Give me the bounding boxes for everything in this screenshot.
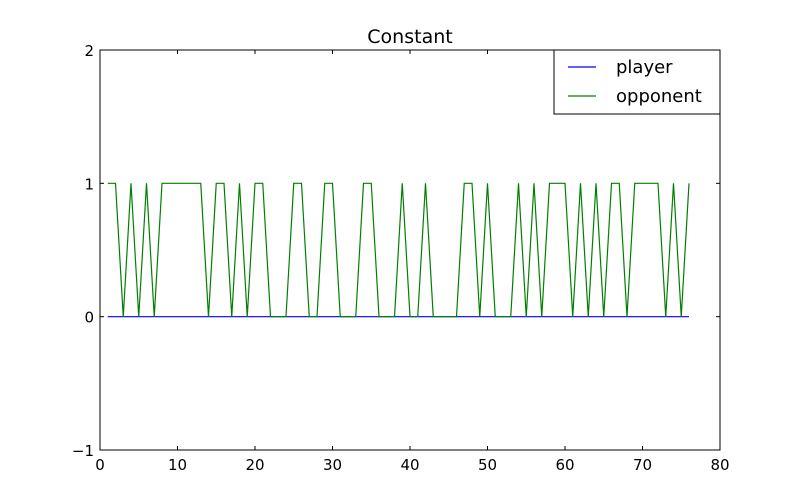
y-tick-label: −1 [72,442,94,460]
x-tick-label: 60 [555,456,574,474]
x-tick-label: 50 [478,456,497,474]
x-tick-label: 40 [400,456,419,474]
legend: player opponent [553,49,721,115]
series-line-opponent [107,182,690,318]
x-tick-label: 0 [95,456,105,474]
x-tick-label: 30 [323,456,342,474]
legend-label-opponent: opponent [616,86,702,107]
legend-label-player: player [616,57,673,78]
x-tick-label: 70 [633,456,652,474]
x-tick-label: 80 [710,456,729,474]
legend-box [553,49,721,115]
y-tick-label: 1 [84,175,94,193]
plot-lines [107,182,690,318]
chart-title: Constant [367,26,452,48]
x-tick-label: 10 [168,456,187,474]
x-tick-label: 20 [245,456,264,474]
y-tick-label: 0 [84,309,94,327]
y-tick-label: 2 [84,42,94,60]
